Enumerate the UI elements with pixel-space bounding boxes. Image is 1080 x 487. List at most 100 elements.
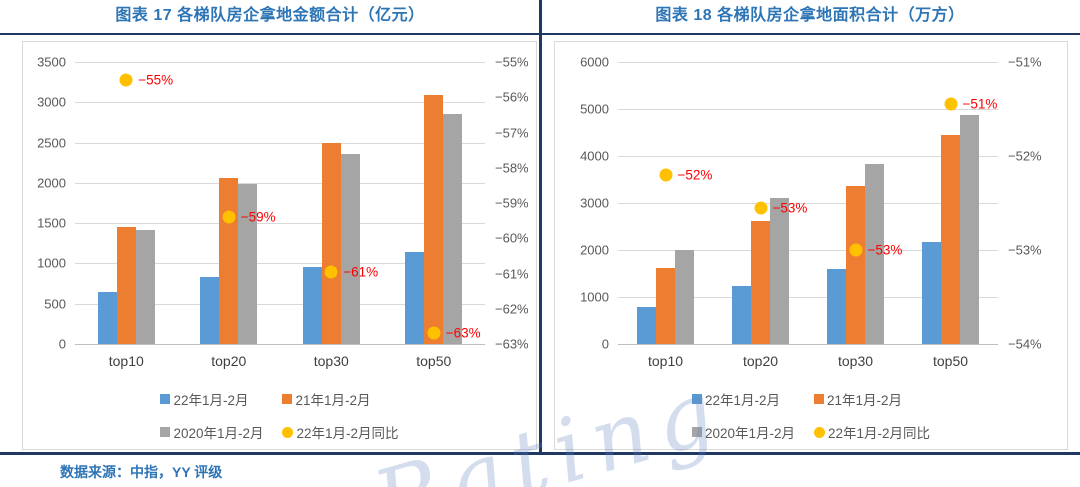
bar xyxy=(340,153,360,344)
legend-square-marker xyxy=(160,427,171,437)
x-axis-line xyxy=(75,344,485,345)
legend-row: 22年1月-2月 21年1月-2月 xyxy=(160,389,398,409)
y-axis-left-tick: 3000 xyxy=(580,195,609,211)
bar xyxy=(200,277,220,344)
y-axis-right-tick: −59% xyxy=(495,195,529,211)
legend-label: 22年1月-2月同比 xyxy=(296,426,399,441)
yoy-dot-label: −61% xyxy=(343,264,379,280)
yoy-dot xyxy=(119,73,133,87)
legend-row: 2020年1月-2月 22年1月-2月同比 xyxy=(160,422,399,442)
legend-square-marker xyxy=(282,394,293,404)
y-axis-right-tick: −62% xyxy=(495,301,529,317)
legend-label: 22年1月-2月 xyxy=(173,393,249,408)
y-axis-left-tick: 1500 xyxy=(37,215,66,231)
legend-grid: 22年1月-2月 21年1月-2月 2020年1月-2月 22年1月-2月同比 xyxy=(160,389,399,442)
y-axis-left-tick: 5000 xyxy=(580,101,609,117)
category-label: top50 xyxy=(416,353,452,369)
legend-circle-marker xyxy=(813,426,825,438)
bar xyxy=(97,292,117,344)
legend-label: 22年1月-2月 xyxy=(704,393,781,408)
category-label: top20 xyxy=(211,353,247,369)
bar xyxy=(656,267,675,344)
legend-square-marker xyxy=(813,394,824,404)
grid-line xyxy=(75,263,485,265)
y-axis-right-tick: −55% xyxy=(495,54,529,70)
bar xyxy=(732,285,751,344)
bar xyxy=(637,307,656,344)
y-axis-right-tick: −56% xyxy=(495,89,529,105)
chart17-title: 图表 17 各梯队房企拿地金额合计（亿元） xyxy=(115,7,425,24)
chart18-title: 图表 18 各梯队房企拿地面积合计（万方） xyxy=(655,7,965,24)
legend-item: 21年1月-2月 xyxy=(813,389,902,409)
yoy-dot xyxy=(754,201,767,215)
bar xyxy=(219,178,239,344)
vertical-divider xyxy=(539,0,542,455)
grid-line xyxy=(618,203,998,204)
yoy-dot xyxy=(324,265,338,279)
data-source-note: 数据来源：中指，YY 评级 xyxy=(60,464,223,480)
bar xyxy=(238,184,258,344)
y-axis-left-tick: 1000 xyxy=(580,289,609,305)
legend-label: 2020年1月-2月 xyxy=(173,426,264,441)
grid-line xyxy=(75,182,485,184)
legend-label: 21年1月-2月 xyxy=(295,393,371,408)
legend-item: 22年1月-2月 xyxy=(691,389,814,409)
category-label: top20 xyxy=(742,353,779,369)
legend-item: 22年1月-2月同比 xyxy=(813,422,931,442)
yoy-dot-label: −63% xyxy=(445,325,481,341)
y-axis-left-tick: 500 xyxy=(44,296,66,312)
y-axis-left-tick: 0 xyxy=(601,336,609,352)
legend-circle-marker xyxy=(282,426,294,438)
bar xyxy=(865,163,884,344)
legend-item: 2020年1月-2月 xyxy=(160,422,282,442)
x-axis-line xyxy=(618,344,998,345)
legend-square-marker xyxy=(691,394,702,404)
grid-line xyxy=(618,109,998,110)
yoy-dot-label: −53% xyxy=(867,242,903,258)
y-axis-left-tick: 3500 xyxy=(37,54,66,70)
legend-item: 22年1月-2月同比 xyxy=(282,422,399,442)
bar xyxy=(827,268,846,344)
yoy-dot-label: −52% xyxy=(677,167,713,183)
bar xyxy=(424,95,444,344)
y-axis-right-tick: −60% xyxy=(495,230,529,246)
yoy-dot xyxy=(222,210,236,224)
bar xyxy=(116,227,136,344)
category-label: top10 xyxy=(108,353,144,369)
bar xyxy=(321,143,341,344)
legend-item: 2020年1月-2月 xyxy=(691,422,814,442)
grid-line xyxy=(75,303,485,305)
grid-line xyxy=(75,62,485,63)
y-axis-left-tick: 2000 xyxy=(37,175,66,191)
chart17-panel: 0 500 1000 1500 2000 2500 3000 3500 −63% −62% −61%… xyxy=(22,41,537,450)
chart-legend: 22年1月-2月 21年1月-2月 2020年1月-2月 22年1月-2月同比 xyxy=(23,389,536,442)
bar xyxy=(675,250,694,344)
y-axis-right-tick: −53% xyxy=(1008,242,1042,258)
legend-square-marker xyxy=(160,394,171,404)
bar xyxy=(405,252,425,344)
grid-line xyxy=(618,250,998,251)
y-axis-right-tick: −54% xyxy=(1008,336,1042,352)
legend-item: 21年1月-2月 xyxy=(282,389,371,409)
y-axis-left-tick: 6000 xyxy=(580,54,609,70)
grid-line xyxy=(618,297,998,298)
bar xyxy=(846,185,865,344)
bar xyxy=(770,198,789,344)
y-axis-left-tick: 0 xyxy=(58,336,66,352)
y-axis-left-tick: 2500 xyxy=(37,135,66,151)
legend-label: 22年1月-2月同比 xyxy=(827,426,931,441)
category-label: top30 xyxy=(837,353,874,369)
legend-label: 2020年1月-2月 xyxy=(704,426,796,441)
bar xyxy=(941,134,960,344)
category-label: top10 xyxy=(647,353,684,369)
legend-grid: 22年1月-2月 21年1月-2月 2020年1月-2月 22年1月-2月同比 xyxy=(691,389,931,442)
y-axis-right-tick: −63% xyxy=(495,336,529,352)
yoy-dot xyxy=(427,326,441,340)
yoy-dot xyxy=(849,243,862,257)
legend-row: 2020年1月-2月 22年1月-2月同比 xyxy=(691,422,931,442)
y-axis-left-tick: 2000 xyxy=(580,242,609,258)
grid-line xyxy=(75,102,485,104)
bar xyxy=(443,113,463,344)
y-axis-left-tick: 4000 xyxy=(580,148,609,164)
